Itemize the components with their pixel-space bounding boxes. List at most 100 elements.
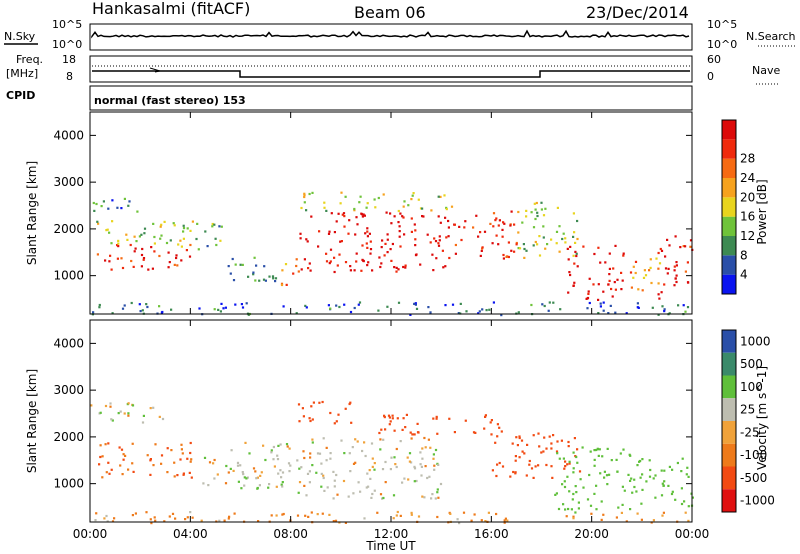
power-cell <box>195 237 198 241</box>
power-cell <box>139 310 142 313</box>
frequency-panel: Freq. [MHz] 18 8 60 0 Nave <box>6 53 780 85</box>
power-cell <box>234 263 237 266</box>
velocity-cell <box>598 448 601 451</box>
velocity-cell <box>662 484 665 487</box>
velocity-cell <box>101 455 104 458</box>
velocity-cell <box>107 461 110 464</box>
velocity-cell <box>392 494 396 497</box>
power-cell <box>395 266 398 269</box>
velocity-cell <box>530 467 534 470</box>
power-cell <box>343 303 346 306</box>
power-cell <box>138 303 141 306</box>
colorbar-tick-label: -25 <box>740 425 760 439</box>
power-cell <box>274 277 278 280</box>
power-cell <box>538 235 541 238</box>
power-cell <box>546 243 549 246</box>
power-cell <box>650 281 653 285</box>
velocity-cell <box>285 443 289 446</box>
y-tick-label: 3000 <box>53 175 84 189</box>
power-cell <box>607 283 610 286</box>
velocity-cell <box>691 496 694 499</box>
velocity-cell <box>180 448 183 451</box>
power-cell <box>663 308 666 311</box>
velocity-cell <box>399 514 402 517</box>
velocity-cell <box>190 458 193 461</box>
power-cell <box>561 237 564 241</box>
power-cell <box>664 267 668 270</box>
velocity-cell <box>300 466 303 469</box>
velocity-cell <box>298 481 302 484</box>
power-cell <box>393 266 396 269</box>
velocity-cell <box>660 469 663 472</box>
colorbar-tick-label: 20 <box>740 190 755 204</box>
power-cell <box>116 257 119 260</box>
velocity-cell <box>563 485 567 489</box>
power-cell <box>140 233 143 236</box>
velocity-cell <box>537 432 540 435</box>
velocity-cell <box>528 463 531 466</box>
velocity-cell <box>540 451 543 454</box>
power-cell <box>92 311 95 314</box>
velocity-cell <box>595 508 598 511</box>
velocity-cell <box>576 461 579 464</box>
velocity-cell <box>563 480 566 483</box>
velocity-cell <box>349 470 352 473</box>
velocity-cell <box>288 447 291 450</box>
velocity-cell <box>189 451 192 455</box>
power-cell <box>657 293 660 296</box>
velocity-cell <box>410 511 413 514</box>
power-cell <box>575 252 578 255</box>
power-cell <box>491 242 494 245</box>
power-cell <box>153 250 156 253</box>
velocity-cell <box>373 462 376 465</box>
power-cell <box>593 252 596 256</box>
velocity-cell <box>563 467 566 470</box>
power-cell <box>247 275 250 278</box>
power-cell <box>492 212 496 215</box>
velocity-cell <box>308 470 311 473</box>
velocity-cell <box>272 458 275 461</box>
velocity-cell <box>558 457 561 460</box>
power-cell <box>463 226 466 229</box>
velocity-cell <box>402 417 405 420</box>
power-cell <box>599 302 602 305</box>
velocity-cell <box>232 469 235 472</box>
velocity-cell <box>683 500 686 503</box>
power-cell <box>592 283 595 286</box>
velocity-cell <box>388 423 391 426</box>
velocity-cell <box>545 447 548 450</box>
power-cell <box>360 269 363 272</box>
velocity-cell <box>617 506 620 509</box>
velocity-cell <box>131 514 134 517</box>
power-cell <box>402 265 405 269</box>
power-cell <box>636 302 639 305</box>
velocity-cell <box>241 471 244 474</box>
power-cell <box>634 260 638 263</box>
power-cell <box>281 269 284 272</box>
power-cell <box>523 256 526 259</box>
power-cell <box>642 276 646 279</box>
velocity-cell <box>332 520 335 523</box>
velocity-cell <box>281 481 284 484</box>
power-cell <box>572 254 575 257</box>
power-cell <box>616 278 619 281</box>
power-cell <box>340 240 343 243</box>
power-cell <box>510 249 513 252</box>
velocity-cell <box>523 452 526 455</box>
power-cell <box>173 224 176 227</box>
noise-trace <box>91 29 690 39</box>
power-cell <box>189 243 192 247</box>
power-cell <box>274 280 277 283</box>
power-cell <box>107 207 110 210</box>
power-cell <box>573 281 576 284</box>
velocity-cell <box>601 455 604 458</box>
velocity-cell <box>518 436 521 440</box>
power-cell <box>258 279 261 282</box>
velocity-cell <box>514 455 517 458</box>
velocity-cell <box>532 476 535 479</box>
velocity-cell <box>512 470 515 474</box>
y-tick-label: 4000 <box>53 336 84 350</box>
power-cell <box>241 263 244 266</box>
power-cell <box>548 301 551 304</box>
power-cell <box>117 242 120 245</box>
